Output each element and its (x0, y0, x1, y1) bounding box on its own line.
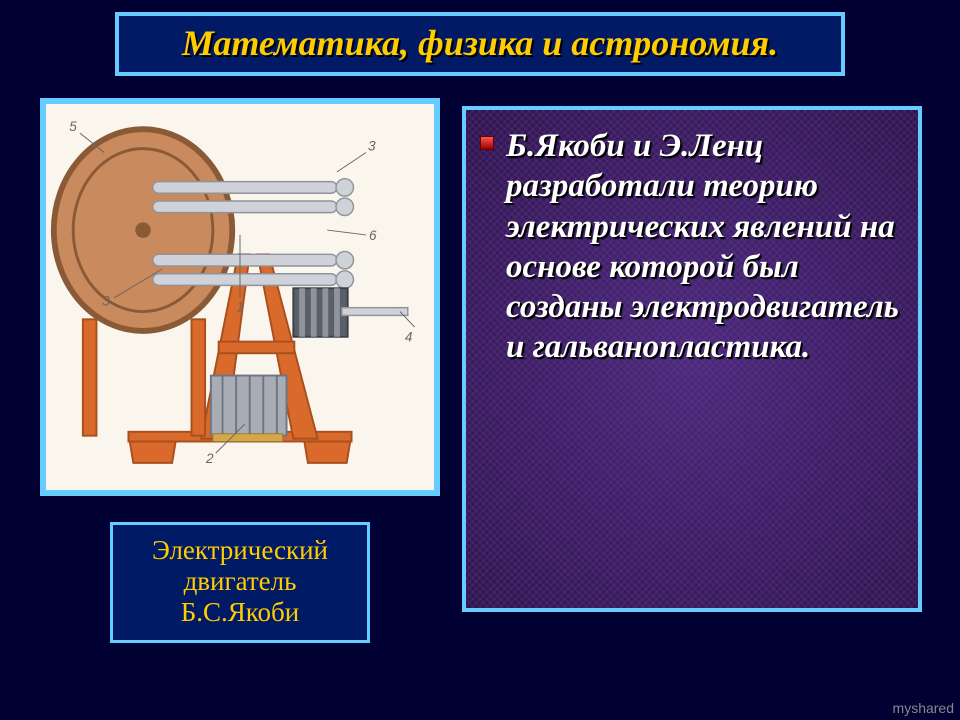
text-box: Б.Якоби и Э.Ленц разработали теорию элек… (462, 106, 922, 612)
right-column: Б.Якоби и Э.Ленц разработали теорию элек… (462, 106, 922, 612)
svg-text:1: 1 (236, 300, 244, 315)
image-frame: 1 2 3 3 4 5 6 (40, 98, 440, 496)
watermark: myshared (893, 700, 954, 716)
svg-text:5: 5 (69, 119, 77, 134)
left-column: 1 2 3 3 4 5 6 (40, 98, 440, 643)
caption-box: Электрический двигатель Б.С.Якоби (110, 522, 370, 643)
svg-text:3: 3 (368, 139, 376, 154)
motor-illustration: 1 2 3 3 4 5 6 (46, 104, 434, 490)
title-box: Математика, физика и астрономия. (115, 12, 845, 76)
page-title: Математика, физика и астрономия. (129, 22, 831, 64)
image-caption: Электрический двигатель Б.С.Якоби (121, 535, 359, 628)
bullet-icon (480, 136, 494, 150)
body-text: Б.Якоби и Э.Ленц разработали теорию элек… (506, 126, 900, 368)
svg-text:3: 3 (102, 294, 110, 309)
slide: Математика, физика и астрономия. (0, 0, 960, 720)
svg-text:6: 6 (369, 228, 377, 243)
svg-text:2: 2 (205, 451, 214, 466)
content-row: 1 2 3 3 4 5 6 (30, 98, 930, 643)
svg-text:4: 4 (405, 330, 413, 345)
